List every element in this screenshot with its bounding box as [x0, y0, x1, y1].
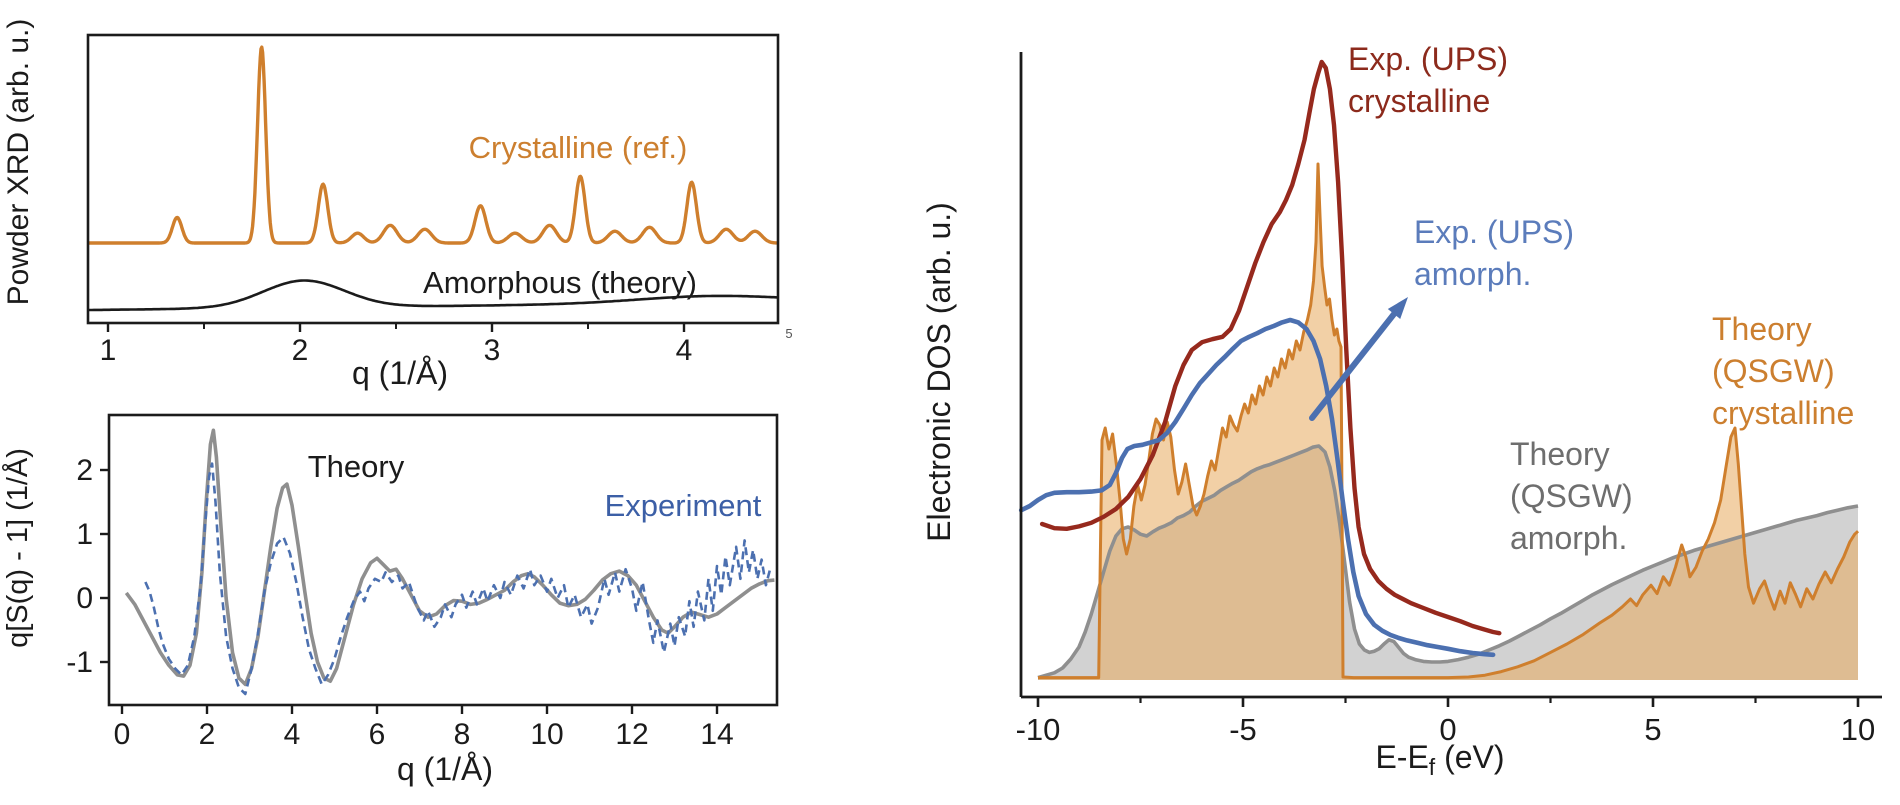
xrd-x-tick-label: 3	[484, 334, 501, 367]
dos-theory-crystalline-fill	[1038, 164, 1858, 680]
arrow-head	[1387, 297, 1408, 319]
sq-y-tick-label: 1	[76, 518, 93, 551]
sq-plot-box	[107, 413, 779, 707]
dos-xaxis-label: E-Ef (eV)	[1375, 739, 1504, 780]
sq-yaxis-label: q[S(q) - 1] (1/Å)	[1, 448, 34, 648]
xrd-amorphous-curve	[88, 279, 778, 312]
dos-theory-amorph-line	[1037, 444, 1859, 680]
panel-dos: -10 -5 0 5 10 Exp. (UPS) crystalline Exp. (U…	[921, 41, 1882, 780]
dos-legend-theory-crystalline-2: (QSGW)	[1712, 353, 1835, 389]
dos-legend-exp-crystalline-2: crystalline	[1348, 83, 1490, 119]
dos-yaxis-label: Electronic DOS (arb. u.)	[921, 202, 957, 542]
sq-x-tick-label: 0	[114, 718, 131, 751]
dos-legend-exp-crystalline-1: Exp. (UPS)	[1348, 41, 1508, 77]
sq-x-tick-label: 6	[369, 718, 386, 751]
dos-amorph-arrow	[1309, 297, 1408, 421]
dos-legend-theory-amorph-2: (QSGW)	[1510, 478, 1633, 514]
sq-x-tick-label: 12	[615, 718, 648, 751]
dos-x-tick-label: -10	[1016, 712, 1061, 747]
sq-y-tick-label: 0	[76, 582, 93, 615]
xrd-crystalline-curve	[87, 45, 779, 245]
dos-x-tick-label: 0	[1439, 712, 1456, 747]
sq-theory-curve	[124, 428, 775, 687]
sq-x-tick-label: 2	[199, 718, 216, 751]
sq-y-tick-label: -1	[66, 646, 93, 679]
sq-x-tick-label: 4	[284, 718, 301, 751]
xrd-yaxis-label: Powder XRD (arb. u.)	[2, 19, 35, 306]
dos-x-tick-label: -5	[1229, 712, 1257, 747]
sq-x-tick-label: 8	[454, 718, 471, 751]
xrd-plot-box	[86, 33, 780, 325]
dos-legend-theory-amorph-3: amorph.	[1510, 520, 1627, 556]
dos-x-tick-label: 10	[1841, 712, 1875, 747]
dos-x-tick-label: 5	[1644, 712, 1661, 747]
dos-legend-theory-amorph-1: Theory	[1510, 436, 1610, 472]
xrd-x-tick-label: 1	[100, 334, 117, 367]
xrd-stray-tick-label: 5	[785, 326, 792, 341]
arrow-shaft	[1309, 311, 1397, 421]
xrd-amorphous-label: Amorphous (theory)	[423, 265, 697, 300]
sq-y-tick-label: 2	[76, 454, 93, 487]
sq-experiment-label: Experiment	[605, 488, 762, 523]
xrd-x-tick-label: 4	[676, 334, 693, 367]
dos-legend-theory-crystalline-1: Theory	[1712, 311, 1812, 347]
sq-theory-label: Theory	[308, 449, 405, 484]
sq-x-tick-label: 10	[530, 718, 563, 751]
sq-experiment-curve	[144, 462, 772, 696]
xrd-x-tick-label: 2	[292, 334, 309, 367]
xrd-xaxis-label: q (1/Å)	[352, 355, 448, 391]
xrd-crystalline-label: Crystalline (ref.)	[469, 130, 688, 165]
dos-legend-exp-amorph-1: Exp. (UPS)	[1414, 214, 1574, 250]
panel-xrd: 1 2 3 4 Crystalline (ref.) Amorphous (theor…	[2, 19, 793, 391]
dos-legend-exp-amorph-2: amorph.	[1414, 256, 1531, 292]
dos-legend-theory-crystalline-3: crystalline	[1712, 395, 1854, 431]
sq-xaxis-label: q (1/Å)	[397, 751, 493, 787]
dos-exp-crystalline-curve	[1039, 59, 1502, 636]
dos-exp-amorph-curve	[1018, 317, 1496, 658]
sq-x-tick-label: 14	[700, 718, 733, 751]
